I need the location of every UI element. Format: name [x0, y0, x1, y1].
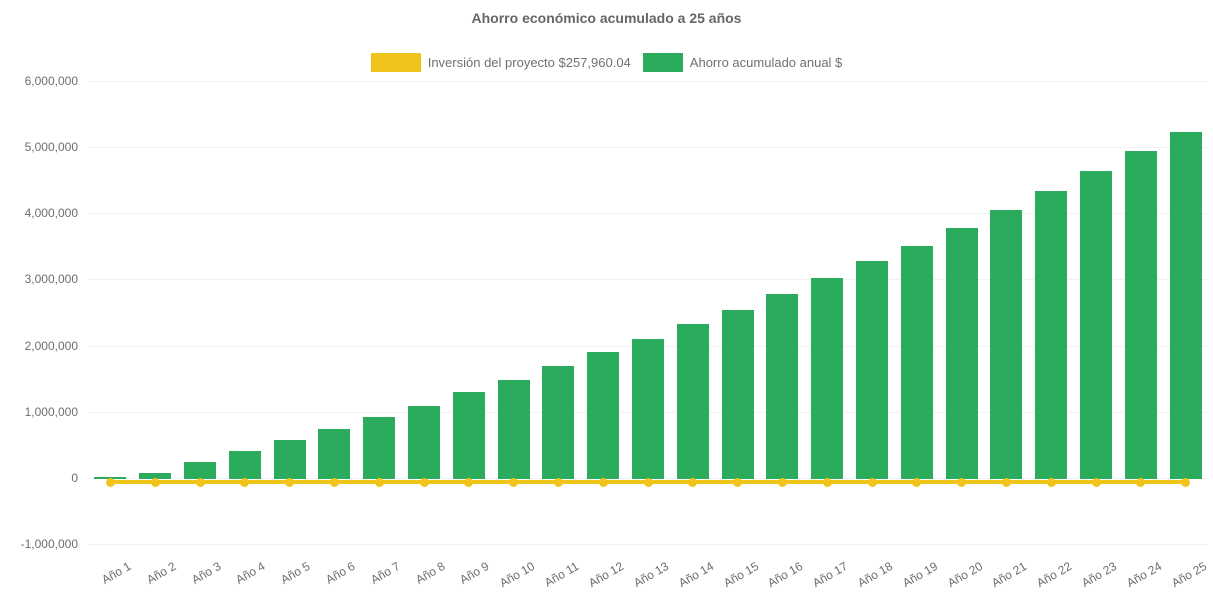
x-tick-label: Año 22	[1034, 559, 1075, 591]
x-tick-label: Año 23	[1079, 559, 1119, 591]
chart-bar	[945, 228, 978, 479]
x-tick-label: Año 2	[144, 559, 179, 587]
x-tick-label: Año 8	[412, 559, 447, 587]
x-tick-label: Año 15	[720, 559, 761, 591]
gridline	[88, 147, 1208, 149]
chart-bar	[766, 294, 799, 479]
x-tick-label: Año 7	[368, 559, 403, 587]
line-marker-icon	[777, 477, 787, 487]
x-tick-label: Año 6	[323, 559, 358, 587]
chart-bar	[721, 310, 754, 479]
x-tick-label: Año 10	[496, 559, 537, 591]
chart-bar	[856, 261, 888, 479]
x-tick-label: Año 20	[944, 559, 985, 591]
legend-item-investment[interactable]: Inversión del proyecto $257,960.04	[370, 53, 631, 72]
x-tick-label: Año 3	[188, 559, 223, 587]
x-tick-label: Año 16	[765, 559, 806, 591]
line-marker-icon	[329, 477, 339, 487]
x-tick-label: Año 21	[989, 559, 1030, 591]
line-marker-icon	[285, 477, 295, 487]
line-marker-icon	[553, 477, 563, 487]
line-marker-icon	[957, 477, 967, 487]
gridline	[88, 544, 1208, 545]
x-tick-label: Año 24	[1123, 559, 1164, 591]
x-tick-label: Año 25	[1168, 559, 1209, 591]
chart-bar	[139, 473, 172, 479]
chart-bar	[811, 278, 844, 479]
line-marker-icon	[1181, 477, 1191, 487]
chart-bar	[184, 462, 216, 479]
line-marker-icon	[1046, 477, 1056, 487]
chart-bar	[587, 352, 620, 479]
x-tick-label: Año 4	[233, 559, 268, 587]
x-tick-label: Año 19	[899, 559, 940, 591]
y-tick-label: 3,000,000	[24, 272, 78, 287]
chart-bar	[1080, 171, 1112, 479]
chart-bar	[990, 210, 1023, 479]
gridline	[88, 279, 1208, 281]
legend-item-savings[interactable]: Ahorro acumulado anual $	[642, 53, 843, 72]
chart-bar	[318, 429, 351, 479]
chart-bar	[228, 451, 261, 479]
line-marker-icon	[419, 477, 429, 487]
y-tick-label: 6,000,000	[24, 74, 78, 88]
legend-swatch-savings-icon	[642, 53, 683, 72]
chart-bar	[273, 440, 306, 479]
x-tick-label: Año 14	[675, 559, 716, 591]
chart-bar	[408, 406, 440, 479]
gridline	[88, 81, 1208, 82]
line-marker-icon	[643, 477, 653, 487]
y-tick-label: 5,000,000	[24, 140, 78, 155]
legend-swatch-investment-icon	[370, 53, 421, 72]
line-marker-icon	[688, 477, 698, 487]
line-marker-icon	[1091, 477, 1101, 487]
chart-bar	[452, 392, 485, 479]
line-marker-icon	[150, 477, 160, 487]
line-marker-icon	[105, 477, 115, 487]
y-tick-label: 2,000,000	[24, 338, 78, 353]
line-marker-icon	[598, 477, 608, 487]
y-tick-label: 1,000,000	[24, 404, 78, 419]
gridline	[88, 213, 1208, 215]
line-marker-icon	[1001, 477, 1011, 487]
line-marker-icon	[912, 477, 922, 487]
legend: Inversión del proyecto $257,960.04 Ahorr…	[0, 53, 1213, 72]
line-marker-icon	[240, 477, 250, 487]
line-marker-icon	[374, 477, 384, 487]
x-tick-label: Año 18	[855, 559, 895, 591]
line-marker-icon	[822, 477, 832, 487]
x-tick-label: Año 1	[99, 559, 134, 587]
y-tick-label: -1,000,000	[20, 537, 78, 551]
x-tick-label: Año 12	[586, 559, 627, 591]
x-tick-label: Año 5	[278, 559, 313, 587]
x-tick-label: Año 9	[457, 559, 492, 587]
y-tick-label: 0	[71, 470, 78, 485]
line-marker-icon	[195, 477, 205, 487]
chart-bar	[1035, 191, 1068, 479]
x-tick-label: Año 11	[542, 559, 582, 590]
y-tick-label: 4,000,000	[24, 206, 78, 221]
line-marker-icon	[1136, 477, 1146, 487]
line-marker-icon	[733, 477, 743, 487]
chart-bar	[497, 380, 530, 479]
legend-label-savings: Ahorro acumulado anual $	[689, 55, 843, 70]
chart-bar	[1124, 151, 1157, 479]
chart-title: Ahorro económico acumulado a 25 años	[471, 10, 742, 26]
chart-bar	[363, 417, 396, 479]
chart-bar	[1169, 132, 1202, 479]
chart-bar	[676, 324, 709, 479]
line-marker-icon	[464, 477, 474, 487]
x-tick-label: Año 13	[631, 559, 671, 591]
line-marker-icon	[509, 477, 519, 487]
chart-bar	[632, 339, 664, 479]
chart-bar	[900, 246, 933, 479]
line-marker-icon	[867, 477, 877, 487]
x-tick-label: Año 17	[810, 559, 851, 591]
legend-label-investment: Inversión del proyecto $257,960.04	[427, 55, 631, 70]
chart-bar	[542, 366, 575, 479]
